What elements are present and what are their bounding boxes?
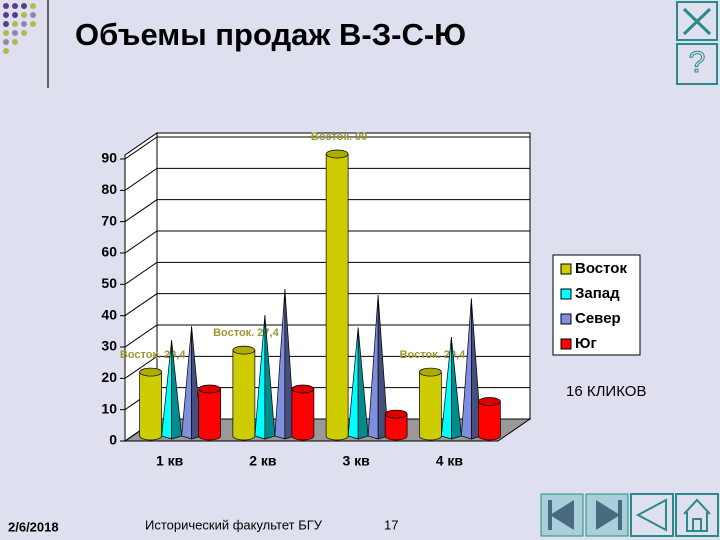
nav-back[interactable] — [630, 493, 674, 537]
y-tick-label: 10 — [101, 400, 117, 416]
bar-body — [139, 371, 162, 441]
bar-body — [325, 153, 349, 441]
bar-top — [232, 345, 256, 355]
bar — [419, 367, 442, 441]
bar-top — [384, 409, 408, 419]
bar — [198, 384, 221, 441]
bar-top — [198, 384, 221, 394]
bar-body — [198, 388, 221, 441]
bar — [367, 294, 389, 440]
legend-swatch — [560, 338, 572, 350]
y-tick-label: 30 — [101, 338, 117, 354]
bar-body — [291, 388, 315, 441]
nav-last[interactable] — [585, 493, 629, 537]
x-tick-label: 1 кв — [156, 453, 184, 469]
nav-first[interactable] — [540, 493, 584, 537]
cone-dark — [264, 315, 276, 440]
x-tick-label: 2 кв — [249, 453, 277, 469]
legend-label: Восток — [575, 260, 627, 277]
legend-swatch — [560, 288, 572, 300]
bar-top — [419, 367, 442, 377]
bar — [291, 384, 315, 441]
data-label: Восток. 20,4 — [120, 349, 187, 361]
bar-top — [325, 149, 349, 159]
footer: Исторический факультет БГУ — [145, 517, 323, 532]
help-button[interactable]: ? — [676, 43, 718, 85]
svg-text:?: ? — [689, 46, 706, 79]
legend-swatch — [560, 263, 572, 275]
bar — [440, 336, 462, 440]
legend-label: Юг — [575, 335, 597, 352]
bar — [478, 397, 501, 441]
nav-home[interactable] — [675, 493, 719, 537]
legend-label: Запад — [575, 285, 620, 302]
x-tick-label: 4 кв — [436, 453, 464, 469]
x-tick-label: 3 кв — [342, 453, 370, 469]
y-tick-label: 60 — [101, 244, 117, 260]
chart: 0 10 20 30 40 50 60 70 80 90 1 кв 2 кв 3 кв 4 кв Восто… — [101, 131, 641, 469]
bar-top — [478, 397, 501, 406]
bar-body — [478, 401, 501, 441]
cone-dark — [357, 327, 369, 440]
data-label: Восток. 20,4 — [400, 349, 467, 361]
bar-body — [232, 349, 256, 441]
cone-dark — [377, 294, 389, 440]
page-number: 17 — [384, 517, 398, 532]
bar-body — [419, 371, 442, 441]
date: 2/6/2018 — [8, 519, 59, 534]
grid-line — [124, 355, 530, 379]
bar — [347, 327, 369, 440]
close-button[interactable] — [676, 1, 718, 41]
y-tick-label: 0 — [109, 432, 117, 448]
y-tick-label: 20 — [101, 369, 117, 385]
cone-dark — [451, 336, 462, 440]
y-tick-label: 80 — [101, 181, 117, 197]
y-tick-label: 50 — [101, 275, 117, 291]
data-label: Восток. 27,4 — [213, 327, 280, 339]
bar-body — [384, 413, 408, 441]
data-label: Восток. 90 — [311, 131, 367, 143]
grid-line — [124, 293, 530, 317]
bar — [139, 367, 162, 441]
decor-dots — [3, 0, 49, 88]
grid-line — [124, 136, 530, 160]
bar — [254, 315, 276, 440]
bar — [161, 340, 183, 440]
bar — [232, 345, 256, 441]
grid-line — [124, 199, 530, 223]
y-tick-label: 40 — [101, 306, 117, 322]
bar — [384, 409, 408, 441]
bar-top — [139, 367, 162, 377]
legend-label: Север — [575, 310, 621, 327]
cone-dark — [171, 340, 183, 440]
grid-line — [124, 167, 530, 191]
grid-line — [124, 324, 530, 348]
y-tick-label: 70 — [101, 212, 117, 228]
bar — [325, 149, 349, 441]
legend-swatch — [560, 313, 572, 325]
grid-line — [124, 261, 530, 285]
slide-title: Объемы продаж В-З-С-Ю — [75, 17, 466, 52]
grid-line — [124, 230, 530, 254]
bar-top — [291, 384, 315, 394]
note: 16 КЛИКОВ — [566, 383, 646, 400]
y-tick-label: 90 — [101, 150, 117, 166]
